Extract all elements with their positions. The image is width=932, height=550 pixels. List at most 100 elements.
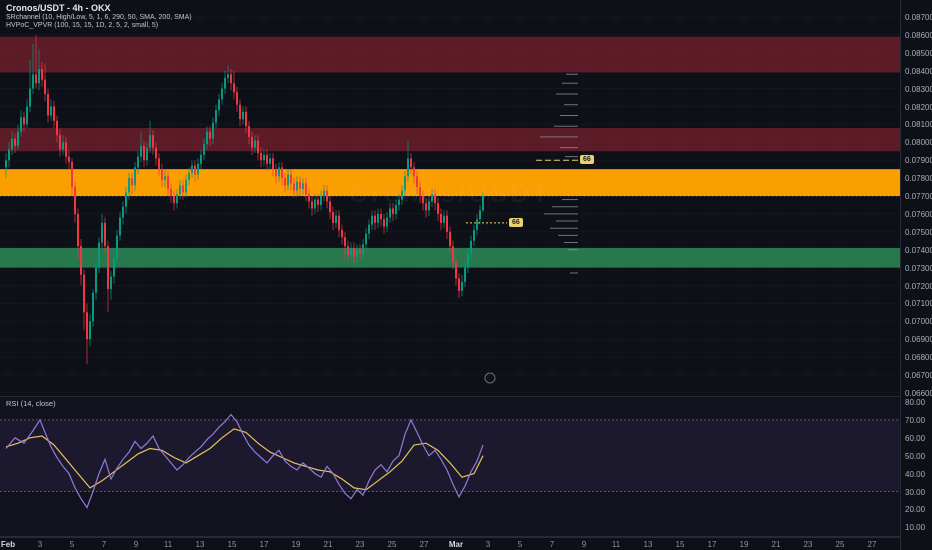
candle-body — [38, 68, 40, 84]
candle-body — [35, 74, 37, 84]
time-tick-label: 21 — [323, 540, 333, 549]
price-tick-label: 0.07100 — [905, 299, 932, 309]
price-tick-label: 0.08000 — [905, 138, 932, 148]
time-tick-label: 13 — [195, 540, 205, 549]
candle-body — [350, 247, 352, 256]
candle-body — [260, 153, 262, 161]
candle-body — [344, 237, 346, 247]
candle-body — [98, 242, 100, 268]
candle-body — [362, 244, 364, 254]
candle-body — [338, 215, 340, 231]
candle-body — [428, 201, 430, 211]
rsi-tick-label: 30.00 — [905, 487, 926, 497]
candle-body — [197, 163, 199, 175]
candle-body — [281, 167, 283, 179]
time-tick-label: Mar — [448, 540, 464, 549]
candle-body — [32, 74, 34, 89]
symbol-title[interactable]: Cronos/USDT - 4h - OKX — [6, 3, 111, 13]
time-axis[interactable]: Feb 3 5 7 9 11 13 15 17 19 21 23 25 27 Mar 3 5 7 9 11 13 15 17… — [0, 537, 900, 550]
time-tick-label: 23 — [355, 540, 365, 549]
demand-zone-green — [0, 247, 900, 268]
candle-body — [383, 219, 385, 227]
candle-body — [470, 240, 472, 254]
rsi-tick-label: 70.00 — [905, 415, 926, 425]
price-tick-label: 0.07300 — [905, 263, 932, 273]
candle-body — [146, 147, 148, 161]
time-tick-label: 25 — [835, 540, 845, 549]
candle-body — [371, 215, 373, 225]
price-tick-label: 0.08100 — [905, 120, 932, 130]
candle-body — [437, 203, 439, 214]
candle-body — [290, 174, 292, 184]
time-tick-label: 9 — [581, 540, 587, 549]
candle-body — [458, 278, 460, 291]
candle-body — [272, 158, 274, 170]
candle-body — [170, 188, 172, 196]
candle-body — [416, 176, 418, 188]
chart-event-marker[interactable] — [484, 372, 496, 384]
time-tick-label: 11 — [163, 540, 173, 549]
rsi-indicator-label[interactable]: RSI (14, close) — [6, 399, 56, 408]
pane-separator[interactable] — [0, 396, 900, 397]
time-tick-label: 3 — [37, 540, 43, 549]
candle-body — [77, 213, 79, 247]
candle-body — [335, 215, 337, 223]
candle-body — [395, 204, 397, 214]
candle-body — [110, 276, 112, 290]
candle-body — [368, 224, 370, 234]
time-axis-separator — [0, 536, 900, 537]
candle-body — [326, 190, 328, 202]
candle-body — [26, 106, 28, 125]
candle-body — [191, 165, 193, 173]
time-tick-label: 11 — [611, 540, 621, 549]
candlestick-canvas[interactable] — [0, 0, 900, 396]
time-tick-label: 15 — [675, 540, 685, 549]
candle-body — [164, 176, 166, 180]
candle-body — [269, 158, 271, 164]
level-price-label[interactable]: 66 — [580, 155, 594, 165]
candle-body — [278, 167, 280, 177]
candle-body — [176, 194, 178, 204]
candle-body — [233, 83, 235, 93]
price-tick-label: 0.07700 — [905, 192, 932, 201]
candle-body — [203, 144, 205, 155]
price-tick-label: 0.08500 — [905, 48, 932, 58]
time-tick-label: 3 — [485, 540, 491, 549]
price-axis[interactable]: USDT 0.07700 0.07656 0.07615 56.12 50.38… — [900, 0, 932, 550]
candle-body — [422, 196, 424, 204]
candle-body — [53, 106, 55, 121]
supply-zone-mid — [0, 127, 900, 152]
time-tick-label: 13 — [643, 540, 653, 549]
price-tick-label: 0.07000 — [905, 317, 932, 327]
price-tick-label: 0.07200 — [905, 281, 932, 291]
indicator-vpvr-row[interactable]: HVPoC_VPVR (100, 15, 15, 1D, 2, 5, 2, sm… — [6, 22, 159, 29]
candle-body — [398, 199, 400, 205]
candle-body — [107, 246, 109, 290]
time-tick-label: 9 — [133, 540, 139, 549]
candle-body — [224, 77, 226, 89]
candle-body — [95, 267, 97, 293]
candle-body — [92, 292, 94, 322]
candle-body — [452, 246, 454, 263]
rsi-tick-label: 60.00 — [905, 433, 926, 443]
candle-body — [5, 160, 7, 168]
time-tick-label: 5 — [517, 540, 523, 549]
candle-body — [284, 178, 286, 186]
candle-body — [311, 201, 313, 209]
candle-body — [149, 135, 151, 148]
candle-body — [377, 213, 379, 223]
candle-body — [455, 262, 457, 279]
candle-body — [158, 158, 160, 170]
candle-body — [404, 176, 406, 191]
candle-body — [200, 154, 202, 164]
candle-body — [86, 312, 88, 340]
indicator-srchannel-row[interactable]: SRchannel (10, High/Low, 5, 1, 6, 290, 5… — [6, 14, 192, 21]
rsi-canvas[interactable] — [0, 397, 900, 536]
candle-body — [89, 321, 91, 340]
price-tick-label: 0.08700 — [905, 13, 932, 22]
candle-body — [131, 178, 133, 186]
level-price-label[interactable]: 66 — [509, 217, 523, 227]
candle-body — [194, 165, 196, 175]
candle-body — [173, 196, 175, 204]
